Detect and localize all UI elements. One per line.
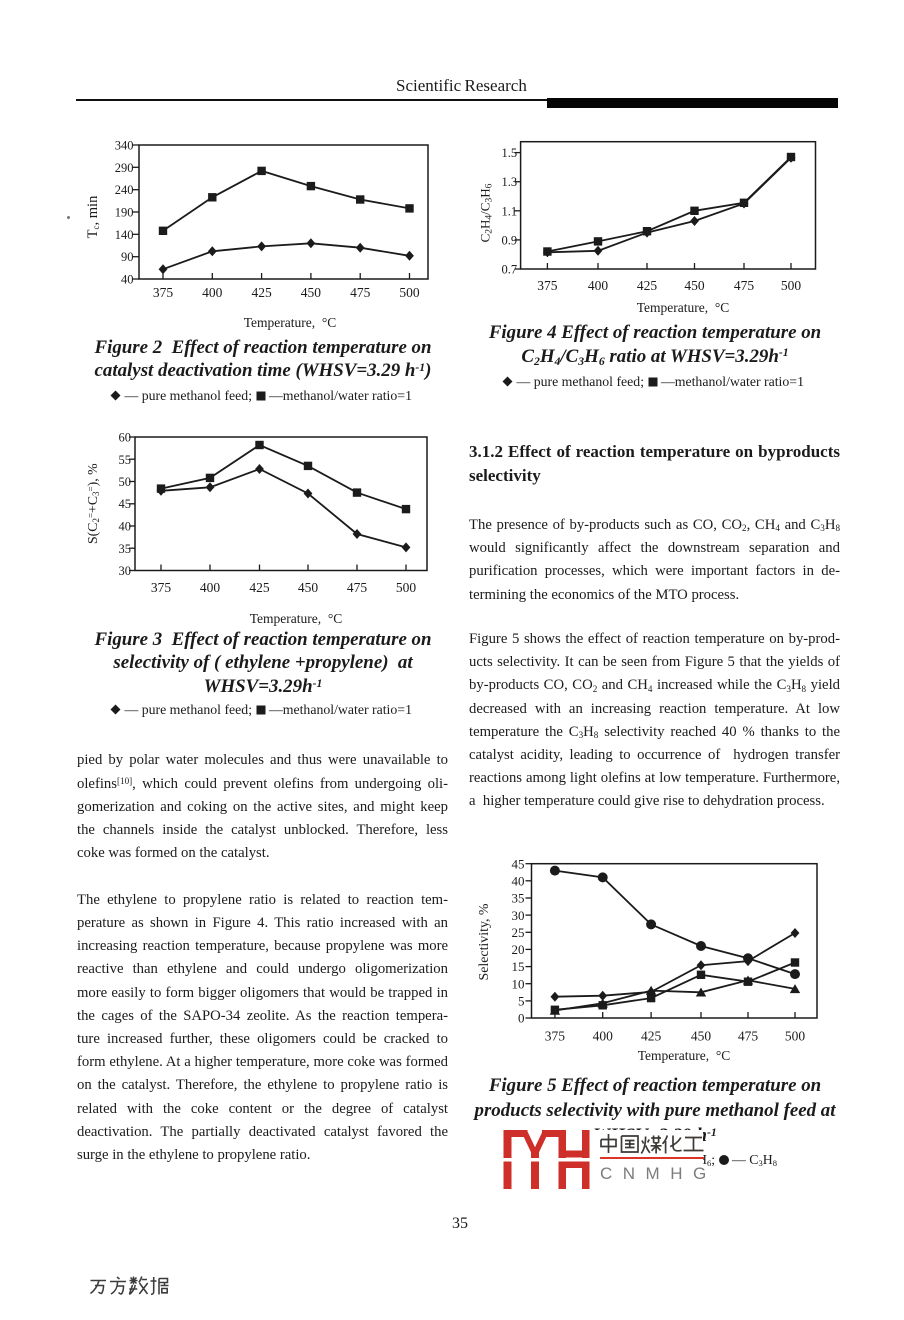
svg-text:0.9: 0.9 — [501, 233, 517, 247]
svg-text:Selectivity, %: Selectivity, % — [477, 903, 492, 980]
svg-text:25: 25 — [512, 925, 525, 940]
svg-text:375: 375 — [537, 278, 558, 293]
svg-text:140: 140 — [115, 228, 134, 242]
svg-text:450: 450 — [298, 580, 319, 595]
svg-text:15: 15 — [512, 959, 525, 974]
svg-text:400: 400 — [200, 580, 221, 595]
svg-text:40: 40 — [512, 874, 525, 889]
svg-text:500: 500 — [396, 580, 417, 595]
svg-text:1.3: 1.3 — [501, 175, 517, 189]
svg-text:240: 240 — [115, 183, 134, 197]
svg-text:50: 50 — [119, 475, 132, 489]
svg-text:55: 55 — [119, 453, 132, 467]
svg-text:C2H4/C3H6: C2H4/C3H6 — [478, 183, 495, 242]
svg-text:500: 500 — [399, 285, 420, 300]
svg-text:425: 425 — [251, 285, 272, 300]
svg-text:500: 500 — [781, 278, 802, 293]
svg-text:30: 30 — [119, 564, 132, 578]
svg-text:340: 340 — [115, 139, 134, 153]
svg-text:400: 400 — [588, 278, 609, 293]
svg-text:450: 450 — [301, 285, 322, 300]
svg-text:190: 190 — [115, 206, 134, 220]
svg-text:475: 475 — [738, 1029, 759, 1044]
svg-text:35: 35 — [512, 891, 525, 906]
svg-text:1.5: 1.5 — [501, 146, 517, 160]
svg-text:425: 425 — [641, 1029, 662, 1044]
svg-text:35: 35 — [119, 542, 132, 556]
svg-text:45: 45 — [512, 856, 525, 871]
svg-text:425: 425 — [637, 278, 658, 293]
svg-text:40: 40 — [119, 520, 132, 534]
svg-text:S(C2=+C3=), %: S(C2=+C3=), % — [85, 463, 101, 544]
svg-text:400: 400 — [202, 285, 223, 300]
svg-text:0.7: 0.7 — [501, 263, 517, 277]
svg-text:400: 400 — [593, 1029, 614, 1044]
svg-text:40: 40 — [121, 273, 134, 287]
svg-text:375: 375 — [153, 285, 174, 300]
svg-text:30: 30 — [512, 908, 525, 923]
svg-text:90: 90 — [121, 250, 134, 264]
svg-text:475: 475 — [347, 580, 368, 595]
svg-text:375: 375 — [545, 1029, 566, 1044]
svg-text:20: 20 — [512, 942, 525, 957]
svg-text:375: 375 — [151, 580, 172, 595]
svg-text:475: 475 — [734, 278, 755, 293]
svg-text:5: 5 — [518, 994, 525, 1009]
svg-text:Tc, min: Tc, min — [85, 195, 101, 238]
svg-text:500: 500 — [785, 1029, 806, 1044]
svg-text:60: 60 — [119, 431, 132, 445]
svg-text:450: 450 — [684, 278, 705, 293]
svg-text:1.1: 1.1 — [501, 204, 517, 218]
svg-text:290: 290 — [115, 161, 134, 175]
svg-text:0: 0 — [518, 1011, 525, 1026]
svg-text:10: 10 — [512, 976, 525, 991]
svg-text:475: 475 — [350, 285, 371, 300]
svg-text:450: 450 — [691, 1029, 712, 1044]
svg-text:45: 45 — [119, 497, 132, 511]
svg-text:425: 425 — [249, 580, 270, 595]
